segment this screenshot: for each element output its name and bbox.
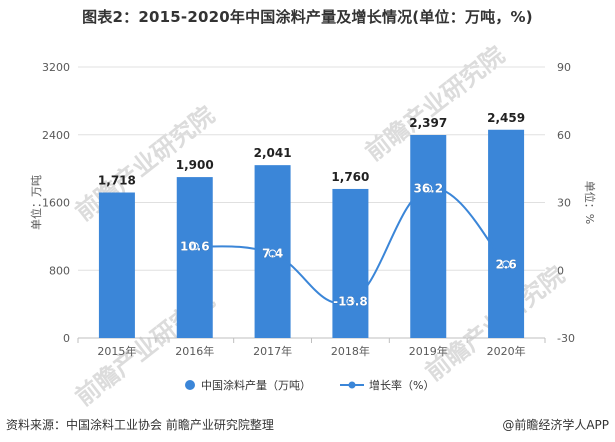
y-axis-title: 单位：万吨 [29, 175, 43, 230]
legend-bar-label: 中国涂料产量（万吨） [201, 378, 311, 392]
bar [98, 192, 135, 338]
bar [332, 188, 369, 338]
x-tick-label: 2017年 [253, 344, 292, 358]
bar [410, 135, 447, 338]
brand-label: @前瞻经济学人APP [502, 418, 609, 432]
bar-value-label: 2,459 [487, 111, 525, 125]
legend: 中国涂料产量（万吨） 增长率（%） [185, 378, 434, 392]
x-tick-label: 2018年 [331, 344, 370, 358]
y2-axis-title: 单位：% [583, 181, 597, 224]
bar-value-label: 1,718 [98, 174, 136, 188]
x-tick-label: 2015年 [97, 344, 136, 358]
bar-value-label: 1,900 [176, 158, 214, 172]
source-note: 资料来源：中国涂料工业协会 前瞻产业研究院整理 [6, 418, 274, 432]
line-point [346, 297, 355, 306]
legend-line-point [348, 381, 356, 389]
y-tick-label: 800 [49, 264, 70, 277]
line-value-label: 2.6 [495, 257, 516, 271]
bar [176, 177, 213, 338]
bar-value-label: 2,041 [254, 146, 292, 160]
x-tick-label: 2020年 [487, 344, 526, 358]
bar-value-label: 2,397 [409, 116, 447, 130]
line-point [502, 260, 511, 269]
y-tick-label: 0 [63, 332, 70, 345]
data-labels: 1,718 1,900 2,041 1,760 2,397 2,459 10.6 7.4 -13… [98, 111, 525, 309]
x-tick-label: 2016年 [175, 344, 214, 358]
growth-line [194, 187, 507, 305]
line-point [190, 242, 199, 251]
chart-title: 图表2：2015-2020年中国涂料产量及增长情况(单位：万吨，%) [82, 8, 533, 26]
line-series [190, 184, 511, 306]
line-point [424, 184, 433, 193]
line-point [268, 249, 277, 258]
footer: 资料来源：中国涂料工业协会 前瞻产业研究院整理 @前瞻经济学人APP [6, 414, 609, 436]
y2-tick-label: -30 [557, 332, 575, 345]
line-value-label: -13.8 [333, 294, 368, 308]
legend-line-label: 增长率（%） [369, 378, 434, 392]
line-value-label: 36.2 [413, 181, 443, 195]
y-tick-label: 1600 [42, 197, 70, 210]
y-tick-label: 2400 [42, 129, 70, 142]
y2-tick-label: 90 [557, 61, 571, 74]
line-value-label: 10.6 [180, 239, 210, 253]
y2-tick-label: 60 [557, 129, 571, 142]
bar [488, 129, 525, 338]
axes: 0 800 1600 2400 3200 -30 0 30 60 90 2015年 2016年 2017… [29, 61, 597, 358]
x-tick-label: 2019年 [409, 344, 448, 358]
bar-value-label: 1,760 [331, 170, 369, 184]
y2-tick-label: 0 [557, 264, 564, 277]
grid-lines [78, 66, 545, 339]
line-value-label: 7.4 [262, 247, 283, 261]
legend-bar-marker [185, 380, 195, 390]
y-tick-label: 3200 [42, 61, 70, 74]
y2-tick-label: 30 [557, 197, 571, 210]
